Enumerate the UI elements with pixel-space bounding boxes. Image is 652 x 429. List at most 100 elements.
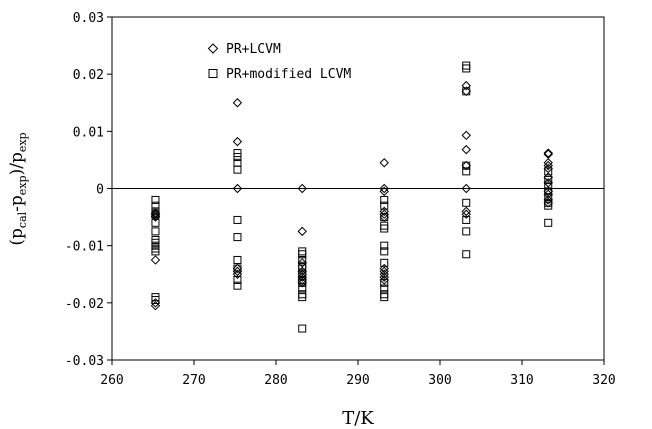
data-point-square [380,258,389,267]
data-point-square [462,227,471,236]
data-point-square [233,165,242,174]
data-point-diamond [379,266,389,277]
x-tick-label: 310 [510,373,533,388]
data-point-square [462,61,471,70]
legend-label-pr-lcvm: PR+LCVM [226,42,281,57]
data-point-square [298,255,307,264]
data-point-diamond [297,269,307,279]
data-point-square [544,167,553,176]
data-point-diamond [297,258,307,268]
data-point-diamond [379,183,389,194]
y-axis-title: (pcal-pexp)/pexp [7,132,29,245]
data-point-diamond [543,160,553,171]
data-point-diamond [150,300,161,311]
data-point-square [151,247,160,256]
y-tick-label: 0.02 [73,68,104,83]
x-tick-label: 300 [428,373,451,388]
y-tick-label: 0 [96,183,104,198]
legend-marker-square [208,69,218,78]
legend-marker-diamond [207,43,219,54]
data-point-square [380,284,389,293]
data-point-diamond [297,275,307,285]
data-point-diamond [150,208,161,218]
data-point-square [233,233,242,242]
plot-area: 0.03 0.02 0.01 0 -0.01 -0.02 -0.03 260 270 280 290… [65,11,616,388]
data-point-square [380,293,389,302]
data-point-square [298,250,307,259]
data-point-diamond [543,198,553,208]
y-tick-label: -0.02 [65,297,104,312]
data-point-square [233,149,242,158]
data-point-diamond [379,275,389,285]
data-point-square [151,195,160,204]
data-point-square [298,278,307,287]
legend: PR+LCVM PR+modified LCVM [207,42,351,82]
data-point-square [380,213,389,222]
data-point-diamond [232,263,243,274]
y-tick-label: 0.03 [73,11,104,26]
x-tick-label: 320 [592,373,615,388]
data-point-square [544,218,553,227]
data-point-square [544,187,553,196]
data-point-square [380,278,389,287]
data-point-diamond [461,86,471,97]
data-point-diamond [379,209,389,219]
data-point-diamond [297,278,307,288]
data-point-diamond [232,183,243,194]
data-point-square [380,224,389,233]
data-point-square [151,293,160,302]
data-point-diamond [543,163,553,174]
legend-entry-pr-lcvm: PR+LCVM [207,42,281,57]
data-point-square [233,215,242,224]
data-point-diamond [379,272,389,282]
y-tick-label: -0.01 [65,240,104,255]
data-point-diamond [461,160,471,171]
data-point-square [544,181,553,190]
data-point-square [462,250,471,259]
data-point-square [380,201,389,210]
data-point-diamond [543,178,553,188]
data-point-diamond [150,212,161,222]
data-point-square [151,218,160,227]
data-point-square [544,193,553,202]
data-point-diamond [461,130,471,141]
data-point-diamond [379,186,389,197]
data-point-diamond [461,183,471,194]
data-point-diamond [297,272,307,282]
data-point-square [380,195,389,204]
data-point-diamond [232,136,243,147]
data-point-square [298,270,307,279]
data-point-square [462,87,471,96]
data-point-square [380,221,389,230]
data-point-diamond [379,206,389,217]
data-point-diamond [150,255,161,265]
data-point-diamond [379,158,389,168]
data-point-diamond [461,206,471,217]
legend-label-pr-modified-lcvm: PR+modified LCVM [226,67,351,82]
data-point-square [298,284,307,293]
data-point-diamond [297,226,307,237]
data-point-square [151,227,160,236]
data-point-diamond [461,209,471,219]
data-point-diamond [461,144,471,155]
data-point-square [462,64,471,73]
data-point-square [462,198,471,207]
data-point-diamond [543,189,553,199]
data-point-diamond [543,172,553,182]
data-point-square [233,275,242,284]
data-point-square [380,247,389,256]
data-point-diamond [232,269,243,279]
data-point-square [462,161,471,170]
data-point-square [544,175,553,184]
data-point-square [151,295,160,304]
data-point-diamond [379,269,389,279]
data-point-square [380,241,389,250]
data-point-square [233,153,242,162]
data-point-diamond [150,298,161,308]
data-point-square [298,264,307,273]
data-point-diamond [543,158,553,168]
data-point-square [151,210,160,219]
data-point-diamond [297,183,307,194]
data-point-diamond [232,266,243,277]
data-point-diamond [543,195,553,205]
